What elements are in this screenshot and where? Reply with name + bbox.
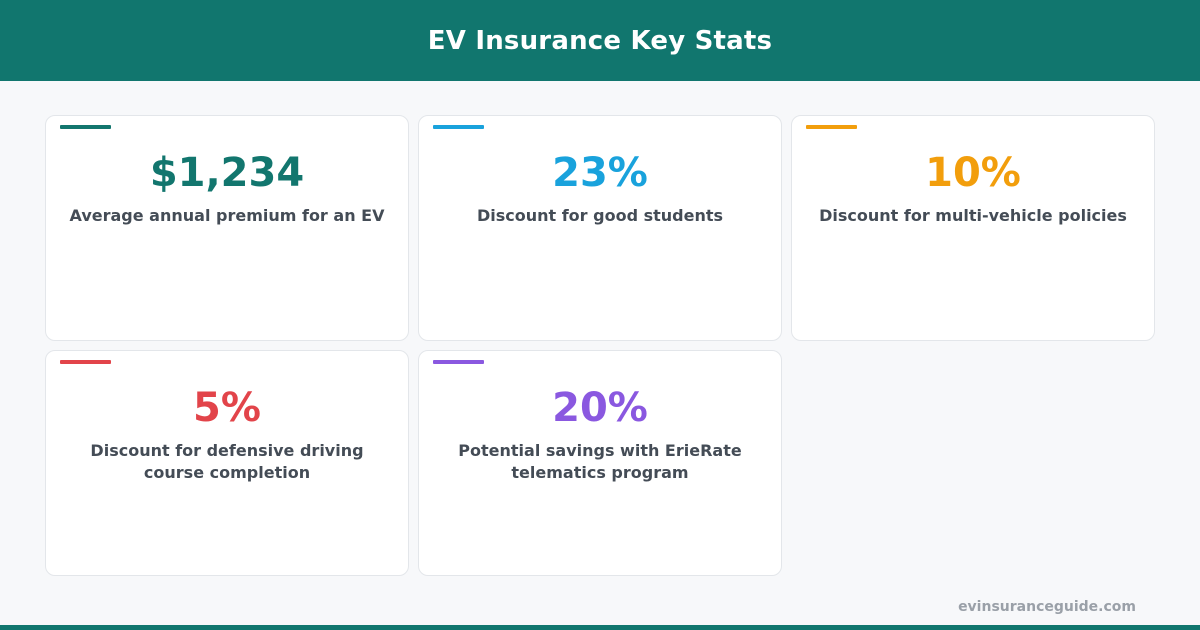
- stat-card-defensive-driving-discount: 5% Discount for defensive driving course…: [45, 350, 409, 576]
- card-accent-bar: [60, 125, 111, 129]
- bottom-accent-bar: [0, 625, 1200, 630]
- stat-value: $1,234: [149, 150, 305, 196]
- header-bar: EV Insurance Key Stats: [0, 0, 1200, 81]
- stat-card-multi-vehicle-discount: 10% Discount for multi-vehicle policies: [791, 115, 1155, 341]
- page-title: EV Insurance Key Stats: [427, 25, 773, 56]
- stat-label: Potential savings with ErieRate telemati…: [458, 441, 742, 482]
- stat-value: 20%: [552, 385, 648, 431]
- stat-card-telematics-savings: 20% Potential savings with ErieRate tele…: [418, 350, 782, 576]
- stat-value: 5%: [193, 385, 261, 431]
- stat-label: Discount for defensive driving course co…: [90, 441, 364, 482]
- card-accent-bar: [433, 125, 484, 129]
- stat-card-good-student-discount: 23% Discount for good students: [418, 115, 782, 341]
- site-url: evinsuranceguide.com: [958, 599, 1136, 615]
- stat-label: Average annual premium for an EV: [69, 206, 385, 225]
- stat-value: 23%: [552, 150, 648, 196]
- card-accent-bar: [433, 360, 484, 364]
- card-accent-bar: [806, 125, 857, 129]
- stat-label: Discount for multi-vehicle policies: [819, 206, 1127, 225]
- stat-label: Discount for good students: [476, 206, 724, 225]
- stat-value: 10%: [925, 150, 1021, 196]
- card-accent-bar: [60, 360, 111, 364]
- stat-card-average-premium: $1,234 Average annual premium for an EV: [45, 115, 409, 341]
